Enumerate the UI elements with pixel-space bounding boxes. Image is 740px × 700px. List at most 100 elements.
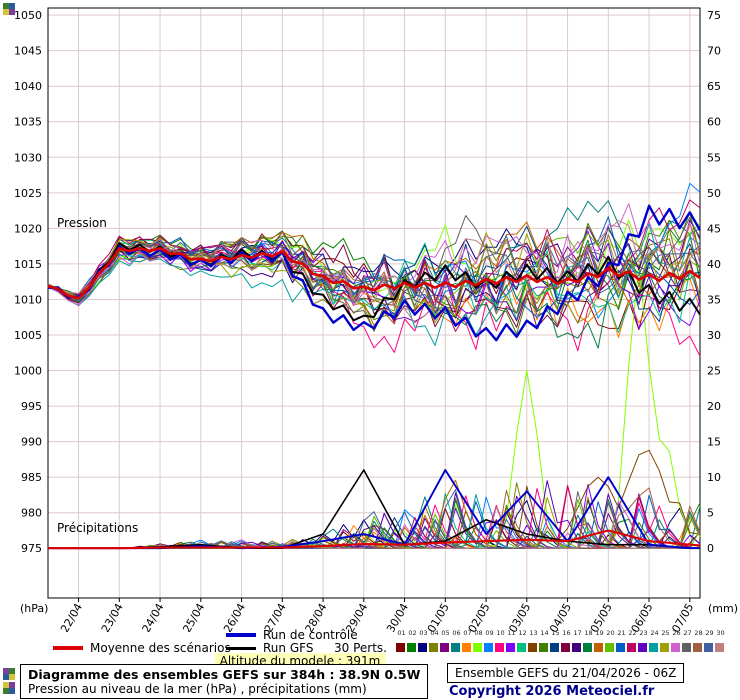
pert-number: 22 — [628, 629, 637, 637]
pert-number: 05 — [441, 629, 450, 637]
svg-text:1025: 1025 — [14, 187, 42, 200]
pert-number: 23 — [639, 629, 648, 637]
diagram-subtitle: Pression au niveau de la mer (hPa) , pré… — [28, 682, 367, 696]
mosaic-icon — [3, 3, 15, 15]
svg-text:1005: 1005 — [14, 329, 42, 342]
pert-number: 21 — [617, 629, 626, 637]
pert-number: 14 — [540, 629, 549, 637]
gfs-line-swatch — [226, 646, 256, 650]
svg-text:10: 10 — [707, 471, 721, 484]
pert-color-swatch — [517, 643, 526, 652]
svg-text:75: 75 — [707, 9, 721, 22]
legend-perts-label: 30 Perts. — [334, 641, 387, 655]
ensemble-chart: 975 0 980 5 985 10 990 15 995 20 1000 25 1005 30 1010 3… — [14, 7, 738, 632]
mosaic-icon — [3, 668, 15, 680]
pert-number: 06 — [452, 629, 461, 637]
pert-number: 24 — [650, 629, 659, 637]
svg-text:02/05: 02/05 — [466, 601, 493, 632]
svg-text:1020: 1020 — [14, 222, 42, 235]
legend-mean: Moyenne des scénarios — [53, 641, 231, 655]
svg-text:40: 40 — [707, 258, 721, 271]
svg-text:01/05: 01/05 — [425, 601, 452, 632]
pert-color-swatch — [561, 643, 570, 652]
pert-color-swatch — [396, 643, 405, 652]
mosaic-icon — [3, 682, 15, 694]
control-line-swatch — [226, 633, 256, 637]
diagram-title-box: Diagramme des ensembles GEFS sur 384h : … — [20, 664, 429, 699]
pert-numbers: 01 02 03 04 05 06 07 08 09 10 11 12 13 14 15 16 17 18 19 20… — [396, 629, 726, 637]
pert-color-swatch — [506, 643, 515, 652]
svg-text:55: 55 — [707, 151, 721, 164]
svg-text:60: 60 — [707, 116, 721, 129]
legend-control: Run de contrôle — [226, 628, 358, 642]
svg-text:995: 995 — [21, 400, 42, 413]
svg-text:0: 0 — [707, 542, 714, 555]
svg-text:22/04: 22/04 — [58, 601, 85, 632]
svg-text:985: 985 — [21, 471, 42, 484]
pert-color-swatch — [407, 643, 416, 652]
svg-text:1015: 1015 — [14, 258, 42, 271]
legend-mean-label: Moyenne des scénarios — [90, 641, 231, 655]
pert-number: 09 — [485, 629, 494, 637]
svg-text:50: 50 — [707, 187, 721, 200]
svg-text:1000: 1000 — [14, 365, 42, 378]
pert-number: 10 — [496, 629, 505, 637]
pert-number: 13 — [529, 629, 538, 637]
pert-color-swatch — [638, 643, 647, 652]
pert-color-swatch — [484, 643, 493, 652]
svg-text:Pression: Pression — [57, 216, 107, 230]
svg-text:980: 980 — [21, 507, 42, 520]
svg-text:30: 30 — [707, 329, 721, 342]
pert-number: 18 — [584, 629, 593, 637]
pert-number: 03 — [419, 629, 428, 637]
pert-color-swatch — [418, 643, 427, 652]
svg-text:25/04: 25/04 — [180, 601, 207, 632]
svg-text:975: 975 — [21, 542, 42, 555]
svg-text:15: 15 — [707, 436, 721, 449]
pert-number: 01 — [397, 629, 406, 637]
pert-color-swatch — [594, 643, 603, 652]
pert-color-swatch — [616, 643, 625, 652]
footer-site-icon — [3, 668, 15, 694]
pert-color-swatch — [473, 643, 482, 652]
pert-color-swatch — [704, 643, 713, 652]
pert-color-swatch — [660, 643, 669, 652]
svg-text:25: 25 — [707, 365, 721, 378]
svg-text:70: 70 — [707, 45, 721, 58]
pert-number: 07 — [463, 629, 472, 637]
pert-number: 15 — [551, 629, 560, 637]
legend-gfs-label: Run GFS — [263, 641, 314, 655]
svg-text:65: 65 — [707, 80, 721, 93]
pert-number: 16 — [562, 629, 571, 637]
pert-color-swatch — [605, 643, 614, 652]
pert-color-swatch — [429, 643, 438, 652]
pert-number: 11 — [507, 629, 516, 637]
pert-color-swatch — [715, 643, 724, 652]
site-icon — [3, 3, 15, 15]
pert-color-swatch — [649, 643, 658, 652]
pert-color-swatch — [693, 643, 702, 652]
copyright-text: Copyright 2026 Meteociel.fr — [449, 684, 655, 699]
svg-text:24/04: 24/04 — [140, 601, 167, 632]
svg-text:45: 45 — [707, 222, 721, 235]
legend-gfs: Run GFS — [226, 641, 313, 655]
svg-text:06/05: 06/05 — [629, 601, 656, 632]
pert-number: 04 — [430, 629, 439, 637]
svg-text:(hPa): (hPa) — [20, 602, 48, 615]
pert-color-swatch — [627, 643, 636, 652]
svg-text:23/04: 23/04 — [99, 601, 126, 632]
perts-count-label: 30 Perts. — [334, 641, 387, 655]
legend-control-label: Run de contrôle — [263, 628, 358, 642]
mean-line-swatch — [53, 646, 83, 650]
svg-text:1010: 1010 — [14, 293, 42, 306]
svg-text:1040: 1040 — [14, 80, 42, 93]
svg-text:1050: 1050 — [14, 9, 42, 22]
pert-color-swatch — [671, 643, 680, 652]
svg-text:20: 20 — [707, 400, 721, 413]
pert-number: 19 — [595, 629, 604, 637]
svg-text:5: 5 — [707, 507, 714, 520]
pert-color-swatch — [528, 643, 537, 652]
pert-number: 26 — [672, 629, 681, 637]
pert-color-swatch — [583, 643, 592, 652]
pert-color-swatch — [451, 643, 460, 652]
